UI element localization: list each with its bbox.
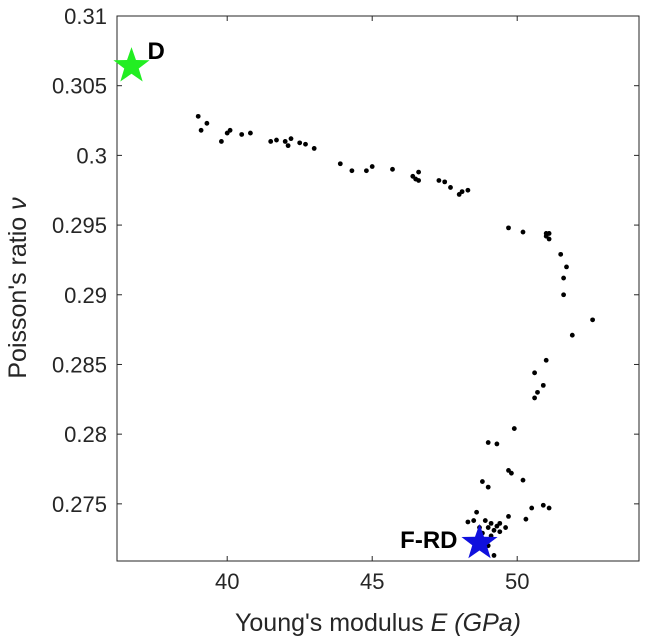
data-point <box>480 479 485 484</box>
data-point <box>520 229 526 235</box>
data-point <box>465 519 471 525</box>
data-point <box>465 187 471 193</box>
data-point <box>349 168 355 174</box>
x-tick-label: 45 <box>360 569 384 594</box>
data-point <box>523 516 529 522</box>
data-point <box>564 264 569 270</box>
data-point <box>506 513 511 519</box>
data-point <box>364 168 369 174</box>
data-point <box>540 502 546 508</box>
data-point <box>482 518 488 523</box>
data-point <box>497 529 503 535</box>
data-point <box>546 231 552 236</box>
data-point <box>506 225 511 231</box>
y-tick-label: 0.275 <box>52 492 107 517</box>
data-point <box>494 523 500 529</box>
data-point <box>282 139 288 144</box>
data-point <box>485 525 491 530</box>
data-point <box>416 178 421 183</box>
data-point <box>248 130 253 136</box>
data-point <box>485 484 491 490</box>
data-point <box>239 132 245 137</box>
data-point <box>509 470 514 476</box>
data-point <box>311 146 317 151</box>
data-point <box>540 382 546 388</box>
x-axis-title: Young's modulus E (GPa) <box>235 609 521 637</box>
data-point <box>485 440 491 445</box>
data-point <box>494 441 500 447</box>
data-point <box>520 477 526 483</box>
data-point <box>297 140 303 146</box>
data-point <box>448 185 453 190</box>
data-point <box>569 332 575 338</box>
data-point <box>416 169 421 175</box>
y-tick-label: 0.31 <box>64 4 107 29</box>
data-point <box>543 357 549 363</box>
y-axis-title: Poisson's ratio ν <box>4 197 32 379</box>
data-point <box>532 370 537 376</box>
data-point <box>535 389 540 395</box>
annotation-label-d: D <box>148 38 165 65</box>
annotations: D F-RD <box>113 38 498 559</box>
data-points <box>195 113 595 558</box>
plot-area <box>116 15 640 562</box>
data-point <box>511 426 517 431</box>
data-point <box>195 113 201 119</box>
data-point <box>529 505 535 511</box>
data-point <box>337 161 343 167</box>
x-axis-ticks: 40 45 50 <box>215 16 529 594</box>
data-point <box>369 164 375 169</box>
data-point <box>546 505 552 511</box>
y-tick-label: 0.3 <box>76 143 107 168</box>
data-point <box>491 527 497 533</box>
star-marker-d <box>113 47 150 82</box>
y-tick-label: 0.285 <box>52 352 107 377</box>
y-axis-ticks: 0.275 0.28 0.285 0.29 0.295 0.3 0.305 0.31 <box>52 4 639 517</box>
x-tick-label: 40 <box>215 569 239 594</box>
data-point <box>274 137 279 143</box>
data-point <box>532 395 537 401</box>
star-marker-f-rd <box>461 523 498 559</box>
data-point <box>474 509 479 515</box>
data-point <box>558 251 564 257</box>
data-point <box>561 275 566 281</box>
y-tick-label: 0.28 <box>64 422 107 447</box>
data-point <box>471 518 477 523</box>
y-tick-label: 0.295 <box>52 213 107 238</box>
data-point <box>285 143 291 149</box>
y-tick-label: 0.305 <box>52 74 107 99</box>
x-tick-label: 50 <box>505 569 529 594</box>
data-point <box>503 525 508 530</box>
data-point <box>227 127 233 133</box>
data-point <box>488 520 494 526</box>
data-point <box>561 292 566 298</box>
data-point <box>303 141 308 147</box>
data-point <box>390 166 395 172</box>
data-point <box>198 127 204 133</box>
data-point <box>590 317 595 323</box>
data-point <box>459 189 465 195</box>
data-point <box>219 139 224 144</box>
data-point <box>268 139 274 144</box>
y-tick-label: 0.29 <box>64 283 107 308</box>
data-point <box>288 136 294 142</box>
data-point <box>491 553 497 558</box>
data-point <box>436 178 442 183</box>
data-point <box>546 236 552 242</box>
data-point <box>442 179 448 185</box>
annotation-label-f-rd: F-RD <box>400 527 457 554</box>
data-point <box>204 120 210 126</box>
